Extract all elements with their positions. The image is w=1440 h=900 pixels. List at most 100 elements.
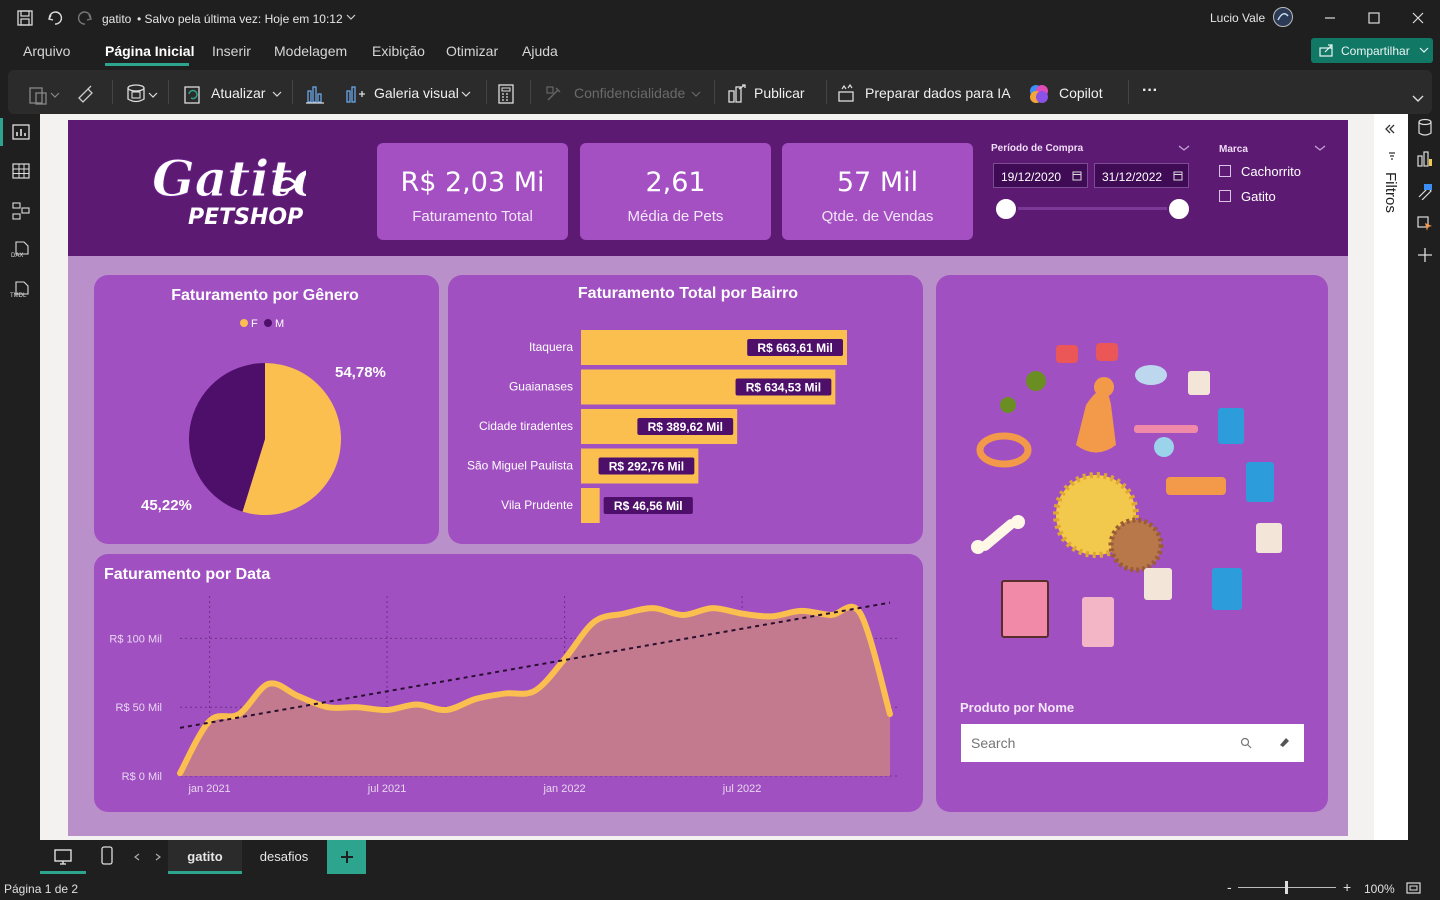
menu-exibicao[interactable]: Exibição bbox=[372, 43, 425, 59]
pie-chart-card: Faturamento por Gênero F M 54,78% 45,22% bbox=[94, 275, 439, 544]
close-icon[interactable] bbox=[1411, 11, 1425, 25]
range-start-handle[interactable] bbox=[994, 197, 1018, 221]
kpi-label: Média de Pets bbox=[627, 208, 724, 225]
zoom-out-button[interactable]: - bbox=[1227, 879, 1232, 895]
publish-icon[interactable] bbox=[726, 83, 748, 105]
data-label: R$ 663,61 Mil bbox=[757, 341, 832, 355]
menu-modelagem[interactable]: Modelagem bbox=[274, 43, 348, 59]
model-view-icon[interactable] bbox=[12, 202, 30, 220]
menu-ajuda[interactable]: Ajuda bbox=[522, 43, 558, 59]
search-icon[interactable] bbox=[1240, 737, 1252, 749]
chevron-down-icon[interactable] bbox=[1178, 144, 1190, 152]
product-search-box[interactable] bbox=[961, 724, 1304, 762]
menu-pagina-inicial[interactable]: Página Inicial bbox=[105, 43, 195, 59]
dax-query-icon[interactable] bbox=[12, 240, 30, 262]
checkbox-gatito[interactable] bbox=[1219, 190, 1231, 202]
series-line[interactable] bbox=[177, 603, 893, 777]
bar-category-label: Cidade tiradentes bbox=[479, 419, 573, 433]
page-tab-gatito[interactable]: gatito bbox=[168, 840, 242, 874]
kpi-card-faturamento: R$ 2,03 Mi Faturamento Total bbox=[377, 143, 568, 240]
save-icon[interactable] bbox=[16, 9, 34, 27]
checkbox-cachorrito[interactable] bbox=[1219, 165, 1231, 177]
table-view-icon[interactable] bbox=[12, 162, 30, 180]
calendar-icon[interactable] bbox=[1173, 171, 1183, 181]
data-pane-icon[interactable] bbox=[1416, 118, 1434, 138]
desktop-layout-button[interactable] bbox=[40, 840, 86, 874]
filters-label[interactable]: Filtros bbox=[1382, 172, 1399, 213]
menu-arquivo[interactable]: Arquivo bbox=[23, 43, 71, 59]
new-visual-icon[interactable] bbox=[304, 83, 326, 105]
report-view-icon[interactable] bbox=[12, 123, 30, 141]
y-tick-label: R$ 100 Mil bbox=[109, 633, 162, 645]
chevron-down-icon[interactable] bbox=[148, 91, 158, 99]
maximize-icon[interactable] bbox=[1367, 11, 1381, 25]
prepare-ai-button[interactable]: Preparar dados para IA bbox=[865, 85, 1011, 101]
end-date-input[interactable]: 31/12/2022 bbox=[1094, 163, 1189, 188]
data-label: R$ 46,56 Mil bbox=[614, 499, 683, 513]
chevron-down-icon[interactable] bbox=[461, 90, 471, 98]
brand-option-gatito[interactable]: Gatito bbox=[1241, 189, 1276, 204]
chevron-down-icon[interactable] bbox=[272, 90, 282, 98]
chevron-down-icon[interactable] bbox=[50, 91, 60, 99]
page-tab-desafios[interactable]: desafios bbox=[259, 849, 309, 864]
visual-gallery-icon[interactable] bbox=[344, 83, 366, 105]
filters-pane-collapsed[interactable]: Filtros bbox=[1374, 114, 1408, 840]
expand-filters-icon[interactable] bbox=[1384, 123, 1396, 135]
next-page-icon[interactable] bbox=[153, 852, 163, 862]
copilot-icon[interactable] bbox=[1028, 83, 1050, 105]
share-label: Compartilhar bbox=[1341, 44, 1410, 58]
undo-icon[interactable] bbox=[46, 9, 64, 27]
format-pane-icon[interactable] bbox=[1416, 182, 1434, 200]
format-painter-icon[interactable] bbox=[76, 84, 96, 104]
pie-slice-f[interactable] bbox=[242, 363, 341, 515]
paste-icon[interactable] bbox=[28, 85, 50, 105]
zoom-slider-thumb[interactable] bbox=[1285, 881, 1288, 894]
previous-page-icon[interactable] bbox=[132, 852, 142, 862]
visual-gallery-button[interactable]: Galeria visual bbox=[374, 85, 459, 101]
visualizations-pane-icon[interactable] bbox=[1416, 150, 1434, 168]
get-data-icon[interactable] bbox=[126, 83, 148, 105]
more-options-button[interactable]: ··· bbox=[1142, 82, 1158, 99]
add-page-button[interactable] bbox=[327, 840, 366, 874]
zoom-in-button[interactable]: + bbox=[1343, 879, 1352, 895]
menu-otimizar[interactable]: Otimizar bbox=[446, 43, 499, 59]
pie-slice-m[interactable] bbox=[188, 363, 265, 512]
date-range-track bbox=[1006, 207, 1178, 210]
avatar[interactable] bbox=[1272, 6, 1294, 28]
bar-series: Itaquera R$ 663,61 Mil Guaianases R$ 634,53… bbox=[467, 330, 847, 523]
minimize-icon[interactable] bbox=[1323, 11, 1337, 25]
kpi-label: Faturamento Total bbox=[412, 208, 533, 225]
menu-inserir[interactable]: Inserir bbox=[212, 43, 251, 59]
dax-label: DAX bbox=[11, 253, 24, 259]
calculator-icon[interactable] bbox=[496, 83, 516, 105]
kpi-value: 57 Mil bbox=[836, 167, 919, 198]
start-date-input[interactable]: 19/12/2020 bbox=[993, 163, 1088, 188]
tmdl-view-icon[interactable] bbox=[12, 280, 30, 302]
range-end-handle[interactable] bbox=[1167, 197, 1191, 221]
eraser-icon[interactable] bbox=[1277, 735, 1291, 749]
publish-button[interactable]: Publicar bbox=[754, 85, 805, 101]
brand-option-cachorrito[interactable]: Cachorrito bbox=[1241, 164, 1301, 179]
bar-category-label: Vila Prudente bbox=[501, 498, 573, 512]
refresh-icon[interactable] bbox=[182, 83, 204, 105]
calendar-icon[interactable] bbox=[1072, 171, 1082, 181]
add-pane-icon[interactable] bbox=[1416, 246, 1434, 264]
copilot-button[interactable]: Copilot bbox=[1059, 85, 1103, 101]
fit-to-page-icon[interactable] bbox=[1406, 881, 1422, 895]
bar-category-label: Itaquera bbox=[529, 340, 573, 354]
selection-pane-icon[interactable] bbox=[1416, 214, 1434, 232]
prepare-ai-icon[interactable] bbox=[836, 83, 858, 105]
mobile-layout-icon[interactable] bbox=[100, 846, 114, 866]
share-button[interactable]: Compartilhar bbox=[1311, 38, 1433, 63]
view-switcher-rail: DAX TMDL bbox=[0, 114, 40, 840]
user-name: Lucio Vale bbox=[1210, 11, 1266, 25]
brand-slicer-title: Marca bbox=[1219, 144, 1248, 155]
x-tick-label: jul 2022 bbox=[722, 783, 762, 795]
refresh-button[interactable]: Atualizar bbox=[211, 85, 266, 101]
expand-ribbon-icon[interactable] bbox=[1412, 94, 1424, 104]
bar[interactable] bbox=[581, 488, 600, 523]
search-input[interactable] bbox=[961, 724, 1231, 762]
redo-icon[interactable] bbox=[76, 9, 94, 27]
chevron-down-icon[interactable] bbox=[1314, 144, 1326, 152]
chevron-down-icon[interactable] bbox=[345, 12, 357, 22]
